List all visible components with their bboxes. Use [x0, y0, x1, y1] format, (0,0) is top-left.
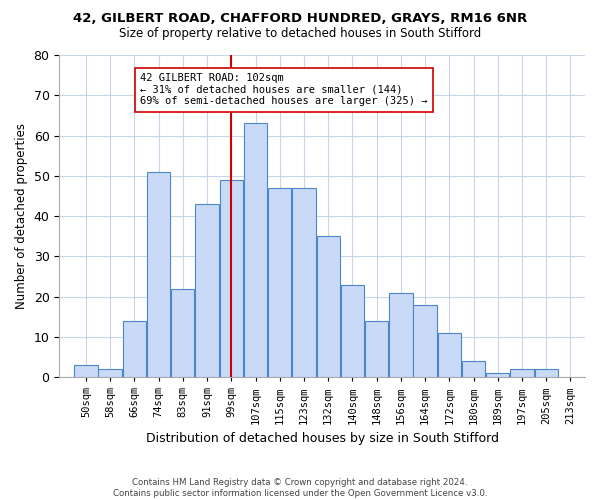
Bar: [486, 373, 509, 377]
Bar: [437, 333, 461, 377]
Bar: [220, 180, 243, 377]
X-axis label: Distribution of detached houses by size in South Stifford: Distribution of detached houses by size …: [146, 432, 499, 445]
Bar: [365, 321, 388, 377]
Bar: [123, 321, 146, 377]
Bar: [74, 365, 98, 377]
Text: Size of property relative to detached houses in South Stifford: Size of property relative to detached ho…: [119, 28, 481, 40]
Bar: [317, 236, 340, 377]
Text: 42, GILBERT ROAD, CHAFFORD HUNDRED, GRAYS, RM16 6NR: 42, GILBERT ROAD, CHAFFORD HUNDRED, GRAY…: [73, 12, 527, 26]
Bar: [462, 361, 485, 377]
Text: 42 GILBERT ROAD: 102sqm
← 31% of detached houses are smaller (144)
69% of semi-d: 42 GILBERT ROAD: 102sqm ← 31% of detache…: [140, 73, 428, 106]
Bar: [341, 284, 364, 377]
Y-axis label: Number of detached properties: Number of detached properties: [15, 123, 28, 309]
Bar: [171, 288, 194, 377]
Bar: [413, 304, 437, 377]
Bar: [98, 369, 122, 377]
Bar: [196, 204, 219, 377]
Bar: [389, 292, 413, 377]
Text: Contains HM Land Registry data © Crown copyright and database right 2024.
Contai: Contains HM Land Registry data © Crown c…: [113, 478, 487, 498]
Bar: [244, 124, 267, 377]
Bar: [268, 188, 292, 377]
Bar: [535, 369, 558, 377]
Bar: [511, 369, 533, 377]
Bar: [292, 188, 316, 377]
Bar: [147, 172, 170, 377]
